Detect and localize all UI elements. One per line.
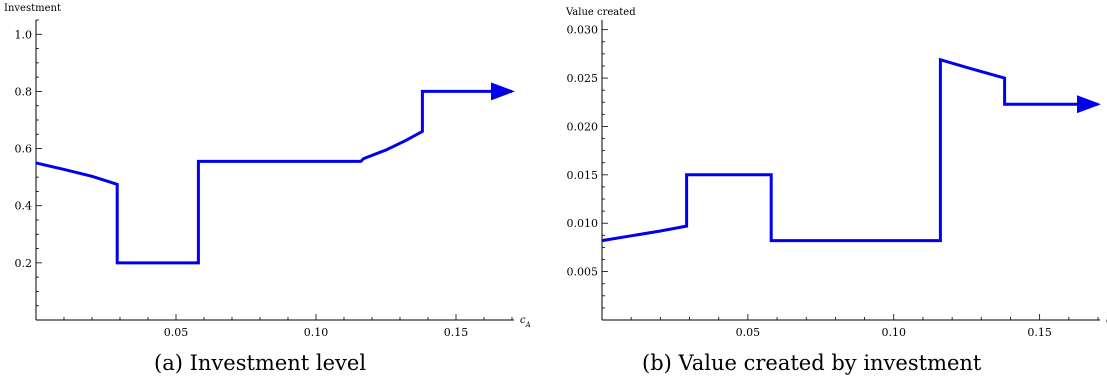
- y-tick-label: 0.2: [15, 257, 33, 270]
- y-axis-label: Investment: [4, 3, 61, 14]
- x-axis-label: cA: [520, 315, 531, 329]
- series-line: [601, 57, 1101, 243]
- y-tick-label: 0.8: [15, 85, 33, 98]
- x-tick-label: 0.05: [736, 326, 761, 339]
- x-tick-label: 0.15: [1027, 326, 1052, 339]
- y-tick-label: 1.0: [15, 28, 33, 41]
- caption-investment-level: (a) Investment level: [154, 351, 367, 375]
- series-line: [35, 82, 515, 265]
- x-tick-label: 0.05: [164, 326, 189, 339]
- y-tick-label: 0.025: [567, 72, 599, 85]
- y-tick-label: 0.6: [15, 143, 33, 156]
- x-axis-label-main: c: [520, 315, 526, 326]
- panel-value-created: 0.005 0.010 0.015 0.020 0.025 0.030 0.05 0.10 0.…: [565, 7, 1107, 339]
- y-axis-label: Value created: [565, 7, 636, 18]
- y-tick-label: 0.4: [15, 200, 33, 213]
- y-tick-label: 0.015: [567, 169, 599, 182]
- y-tick-label: 0.020: [567, 120, 599, 133]
- x-tick-label: 0.10: [304, 326, 329, 339]
- panel-investment-level: 0.2 0.4 0.6 0.8 1.0 0.05 0.10 0.15 Investment cA: [4, 3, 531, 339]
- y-tick-label: 0.010: [567, 217, 599, 230]
- y-tick-label: 0.030: [567, 24, 599, 37]
- y-tick-label: 0.005: [567, 266, 599, 279]
- x-axis-label-subscript: A: [525, 321, 531, 329]
- x-tick-label: 0.10: [882, 326, 907, 339]
- x-tick-label: 0.15: [444, 326, 469, 339]
- caption-value-created: (b) Value created by investment: [642, 351, 982, 375]
